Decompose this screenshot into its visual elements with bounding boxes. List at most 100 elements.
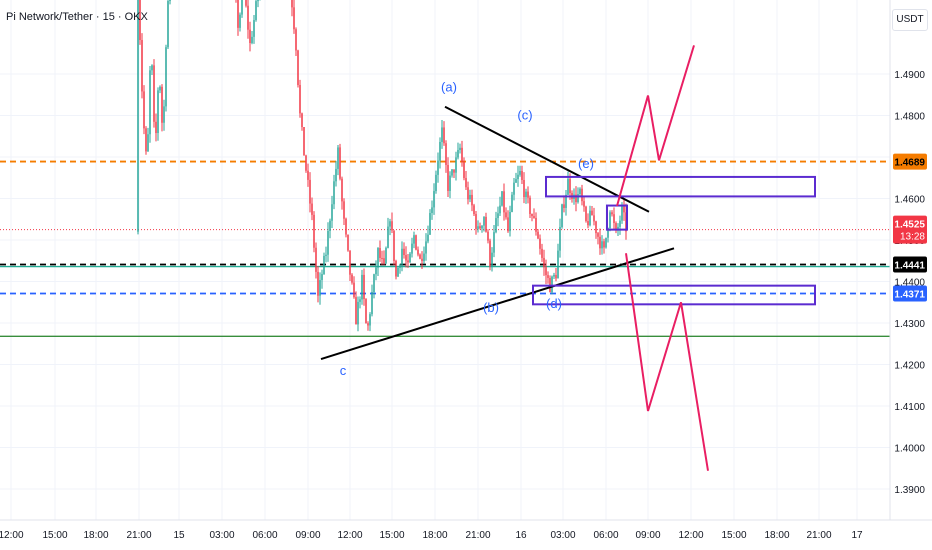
candle-body bbox=[373, 274, 375, 293]
candle-body bbox=[499, 205, 501, 214]
triangle-upper-line bbox=[444, 105, 650, 213]
candle-body bbox=[489, 240, 491, 267]
candle-body bbox=[565, 194, 567, 208]
price-tick-label: 1.4800 bbox=[894, 112, 925, 123]
candle-body bbox=[167, 1, 169, 48]
candle-body bbox=[353, 282, 355, 298]
candle-body bbox=[533, 216, 535, 218]
symbol-exchange: OKX bbox=[124, 11, 148, 23]
candle-body bbox=[513, 182, 515, 195]
candle-body bbox=[351, 274, 353, 283]
candle-body bbox=[401, 248, 403, 265]
candle-body bbox=[435, 174, 437, 192]
candle-body bbox=[315, 247, 317, 272]
candle-body bbox=[579, 188, 581, 195]
separator: · bbox=[92, 11, 103, 23]
time-tick-label: 15:00 bbox=[42, 530, 67, 541]
wave-label: (e) bbox=[578, 156, 594, 171]
candle-body bbox=[419, 254, 421, 259]
price-tick-label: 1.4000 bbox=[894, 444, 925, 455]
candle-body bbox=[157, 90, 159, 134]
candle-body bbox=[463, 161, 465, 179]
candle-body bbox=[325, 254, 327, 256]
bullish-projection bbox=[616, 45, 695, 207]
candle-body bbox=[295, 29, 297, 51]
time-tick-label: 21:00 bbox=[806, 530, 831, 541]
candle-body bbox=[433, 191, 435, 208]
drawings: (a) (b) (c) (d) (e) c bbox=[320, 45, 816, 471]
candle-body bbox=[379, 248, 381, 258]
candle-body bbox=[361, 274, 363, 300]
candle-body bbox=[425, 241, 427, 254]
price-tag bbox=[893, 215, 927, 244]
candle-body bbox=[381, 257, 383, 259]
wave-label: (d) bbox=[546, 296, 562, 311]
candle-body bbox=[473, 205, 475, 215]
candle-body bbox=[237, 0, 239, 28]
candle-body bbox=[561, 204, 563, 227]
candle-body bbox=[151, 65, 153, 71]
candle-body bbox=[437, 160, 439, 175]
candle-body bbox=[245, 0, 247, 6]
candle-body bbox=[311, 203, 313, 215]
price-tag-label: 1.4441 bbox=[894, 260, 925, 271]
candle-body bbox=[365, 299, 367, 324]
time-tick-label: 06:00 bbox=[593, 530, 618, 541]
price-tick-label: 1.4100 bbox=[894, 402, 925, 413]
candle-body bbox=[527, 191, 529, 198]
candle-body bbox=[343, 201, 345, 219]
candle-body bbox=[331, 204, 333, 221]
candle-body bbox=[139, 0, 141, 41]
candle-body bbox=[607, 227, 609, 238]
candle-body bbox=[341, 178, 343, 202]
support-zone bbox=[532, 284, 816, 306]
candle-body bbox=[569, 178, 571, 194]
candle-body bbox=[303, 127, 305, 156]
time-tick-label: 15:00 bbox=[379, 530, 404, 541]
candle-body bbox=[241, 0, 243, 15]
symbol-name: Pi Network/Tether bbox=[6, 11, 93, 23]
candle-body bbox=[453, 169, 455, 173]
symbol-title[interactable]: Pi Network/Tether · 15 · OKX bbox=[6, 11, 148, 23]
candle-body bbox=[517, 174, 519, 180]
time-tick-label: 12:00 bbox=[337, 530, 362, 541]
price-tag bbox=[893, 285, 927, 302]
candle-body bbox=[307, 170, 309, 180]
candle-body bbox=[441, 127, 443, 142]
grid bbox=[0, 0, 890, 520]
candle-body bbox=[523, 180, 525, 198]
candle-body bbox=[407, 260, 409, 263]
price-tag-label: 1.4371 bbox=[894, 290, 925, 301]
candle-body bbox=[577, 194, 579, 203]
candle-body bbox=[375, 267, 377, 275]
candle-body bbox=[541, 248, 543, 258]
candle-body bbox=[509, 211, 511, 232]
time-tick-label: 12:00 bbox=[0, 530, 24, 541]
candle-body bbox=[471, 194, 473, 206]
candle-body bbox=[575, 194, 577, 203]
candle-body bbox=[619, 220, 621, 227]
candle-body bbox=[521, 170, 523, 181]
candle-body bbox=[149, 70, 151, 135]
candle-body bbox=[493, 232, 495, 253]
wave-label: (b) bbox=[483, 300, 499, 315]
candle-body bbox=[377, 248, 379, 268]
candle-body bbox=[337, 147, 339, 169]
candle-body bbox=[313, 214, 315, 248]
candle-body bbox=[253, 20, 255, 37]
candle-body bbox=[355, 297, 357, 325]
candle-body bbox=[599, 236, 601, 249]
time-tick-label: 18:00 bbox=[764, 530, 789, 541]
candle-body bbox=[363, 274, 365, 300]
candle-body bbox=[393, 230, 395, 261]
candle-body bbox=[501, 191, 503, 206]
price-tick-label: 1.3900 bbox=[894, 485, 925, 496]
candle-body bbox=[535, 217, 537, 232]
candle-body bbox=[591, 210, 593, 216]
time-tick-label: 18:00 bbox=[422, 530, 447, 541]
currency-button[interactable]: USDT bbox=[892, 9, 928, 31]
candle-body bbox=[475, 214, 477, 229]
candle-body bbox=[529, 197, 531, 214]
